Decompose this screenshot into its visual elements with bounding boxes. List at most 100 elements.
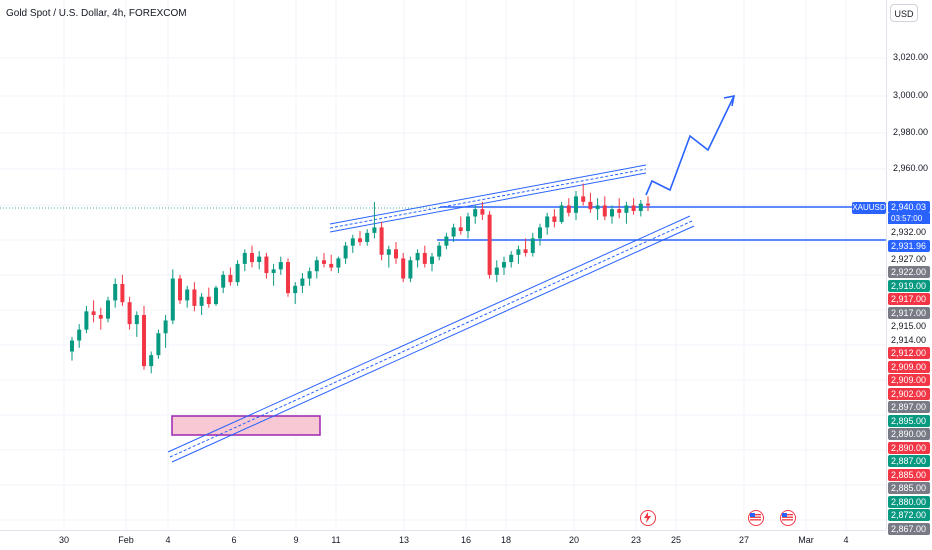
candle[interactable] xyxy=(523,238,528,257)
candle[interactable] xyxy=(156,329,161,359)
candle[interactable] xyxy=(314,256,319,279)
candle[interactable] xyxy=(379,221,384,261)
candle[interactable] xyxy=(358,231,362,246)
candle[interactable] xyxy=(386,245,391,268)
candle[interactable] xyxy=(394,242,398,264)
channel-upper-line-dashed[interactable] xyxy=(329,168,647,229)
price-chart[interactable] xyxy=(0,0,886,530)
candle[interactable] xyxy=(552,209,557,228)
time-axis[interactable]: 30 Feb 4 6 9 11 13 16 18 20 23 25 27 Mar 4 xyxy=(0,530,886,550)
candle[interactable] xyxy=(566,198,571,217)
candle[interactable] xyxy=(322,252,326,268)
candle[interactable] xyxy=(581,183,586,206)
channel-lower-line-dashed[interactable] xyxy=(169,220,693,458)
candle[interactable] xyxy=(300,273,305,294)
demand-zone-box[interactable] xyxy=(171,415,321,436)
candle[interactable] xyxy=(559,201,564,224)
projection-path[interactable] xyxy=(645,95,735,196)
candle[interactable] xyxy=(430,252,434,272)
channel-upper-line[interactable] xyxy=(329,164,647,225)
candle[interactable] xyxy=(307,267,312,286)
candle[interactable] xyxy=(250,245,254,268)
candle[interactable] xyxy=(214,285,218,306)
candle[interactable] xyxy=(624,201,629,224)
candle[interactable] xyxy=(286,258,290,297)
candle[interactable] xyxy=(530,232,535,257)
candle[interactable] xyxy=(235,260,240,286)
candle[interactable] xyxy=(458,216,463,235)
candle[interactable] xyxy=(278,256,283,275)
us-flag-icon[interactable] xyxy=(748,510,764,526)
candle[interactable] xyxy=(444,232,449,250)
candle[interactable] xyxy=(595,198,600,221)
candle[interactable] xyxy=(228,267,233,286)
candle[interactable] xyxy=(142,305,146,370)
candle[interactable] xyxy=(206,287,211,308)
channel-lower-line-2[interactable] xyxy=(171,225,695,463)
candle[interactable] xyxy=(473,205,478,224)
candle[interactable] xyxy=(120,274,125,306)
channel-lower-line[interactable] xyxy=(167,215,691,453)
candle[interactable] xyxy=(408,256,413,283)
candle[interactable] xyxy=(538,223,542,246)
price-axis[interactable]: 3,020.00 3,000.00 2,980.00 2,960.00 xyxy=(886,0,932,530)
us-flag-icon[interactable] xyxy=(780,510,796,526)
candle[interactable] xyxy=(221,271,226,294)
candle[interactable] xyxy=(329,254,334,272)
candle[interactable] xyxy=(293,282,298,305)
candle[interactable] xyxy=(106,296,110,323)
candle[interactable] xyxy=(480,201,485,221)
candle[interactable] xyxy=(98,307,103,330)
candle[interactable] xyxy=(178,274,182,305)
lightning-icon[interactable] xyxy=(640,510,656,526)
currency-button[interactable]: USD xyxy=(890,4,918,22)
candle[interactable] xyxy=(199,293,204,315)
candle[interactable] xyxy=(242,249,247,272)
candle-body xyxy=(581,196,586,202)
candle[interactable] xyxy=(91,300,96,323)
candle[interactable] xyxy=(588,192,593,213)
candle[interactable] xyxy=(163,315,168,348)
candle[interactable] xyxy=(336,256,341,274)
candle[interactable] xyxy=(494,260,499,283)
candle[interactable] xyxy=(610,205,614,224)
candle[interactable] xyxy=(372,201,377,239)
candle[interactable] xyxy=(415,249,420,268)
candle[interactable] xyxy=(70,336,74,361)
candle[interactable] xyxy=(127,296,132,330)
candle[interactable] xyxy=(343,242,348,264)
candle[interactable] xyxy=(451,223,456,242)
candle[interactable] xyxy=(422,245,427,268)
candle[interactable] xyxy=(502,256,506,275)
candle-body xyxy=(178,278,182,301)
candle[interactable] xyxy=(365,229,370,246)
candle[interactable] xyxy=(192,282,197,312)
candle[interactable] xyxy=(466,212,470,239)
candle[interactable] xyxy=(487,210,492,279)
candle-body xyxy=(638,203,643,211)
candle[interactable] xyxy=(185,285,190,308)
candle[interactable] xyxy=(77,324,82,348)
candle[interactable] xyxy=(149,351,154,374)
candle[interactable] xyxy=(437,242,442,261)
candle[interactable] xyxy=(574,190,578,221)
candle[interactable] xyxy=(113,278,118,308)
candle[interactable] xyxy=(631,198,636,215)
candle[interactable] xyxy=(638,200,643,217)
candle[interactable] xyxy=(545,212,550,235)
candle[interactable] xyxy=(271,263,276,286)
candle[interactable] xyxy=(602,196,607,221)
candle[interactable] xyxy=(401,252,406,283)
candle[interactable] xyxy=(264,252,269,279)
price-badge: 2,885.00 xyxy=(888,482,930,494)
channel-upper-line-2[interactable] xyxy=(329,172,647,233)
candle[interactable] xyxy=(516,245,521,264)
candle[interactable] xyxy=(617,198,622,219)
candle[interactable] xyxy=(350,234,355,253)
candle[interactable] xyxy=(170,269,175,325)
candle[interactable] xyxy=(84,305,89,334)
candle[interactable] xyxy=(509,251,514,268)
candle[interactable] xyxy=(646,196,650,211)
candle[interactable] xyxy=(134,311,139,337)
candle[interactable] xyxy=(257,251,262,270)
